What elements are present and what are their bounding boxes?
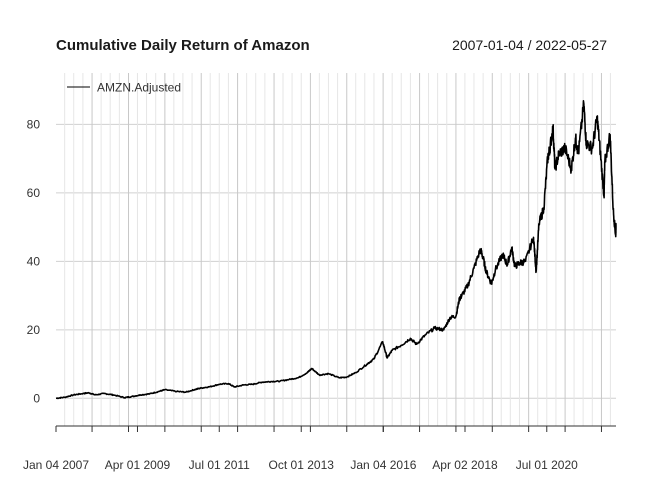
x-axis bbox=[55, 425, 616, 432]
x-tick-label: Apr 02 2018 bbox=[432, 458, 498, 472]
y-tick-label: 80 bbox=[27, 117, 41, 131]
y-tick-label: 20 bbox=[27, 323, 41, 337]
x-gridlines bbox=[64, 73, 611, 426]
y-axis-labels: 0 20 40 60 80 bbox=[27, 117, 41, 405]
chart-title: Cumulative Daily Return of Amazon bbox=[56, 37, 310, 54]
x-tick-label: Jan 04 2016 bbox=[350, 458, 416, 472]
x-tick-label: Oct 01 2013 bbox=[269, 458, 335, 472]
x-tick-label: Jul 01 2011 bbox=[189, 458, 250, 472]
x-axis-labels: Jan 04 2007 Apr 01 2009 Jul 01 2011 Oct 01 … bbox=[23, 458, 578, 472]
x-tick-label: Jul 01 2020 bbox=[516, 458, 578, 472]
series-line bbox=[55, 100, 617, 400]
series-layer bbox=[55, 100, 617, 400]
y-gridlines bbox=[56, 123, 616, 399]
legend-label: AMZN.Adjusted bbox=[97, 81, 181, 95]
y-tick-label: 60 bbox=[27, 186, 41, 200]
y-tick-label: 0 bbox=[33, 391, 40, 405]
y-tick-label: 40 bbox=[27, 254, 41, 268]
x-tick-label: Jan 04 2007 bbox=[23, 458, 89, 472]
legend: AMZN.Adjusted bbox=[67, 81, 181, 95]
chart-date-range: 2007-01-04 / 2022-05-27 bbox=[452, 37, 607, 53]
x-tick-label: Apr 01 2009 bbox=[105, 458, 171, 472]
